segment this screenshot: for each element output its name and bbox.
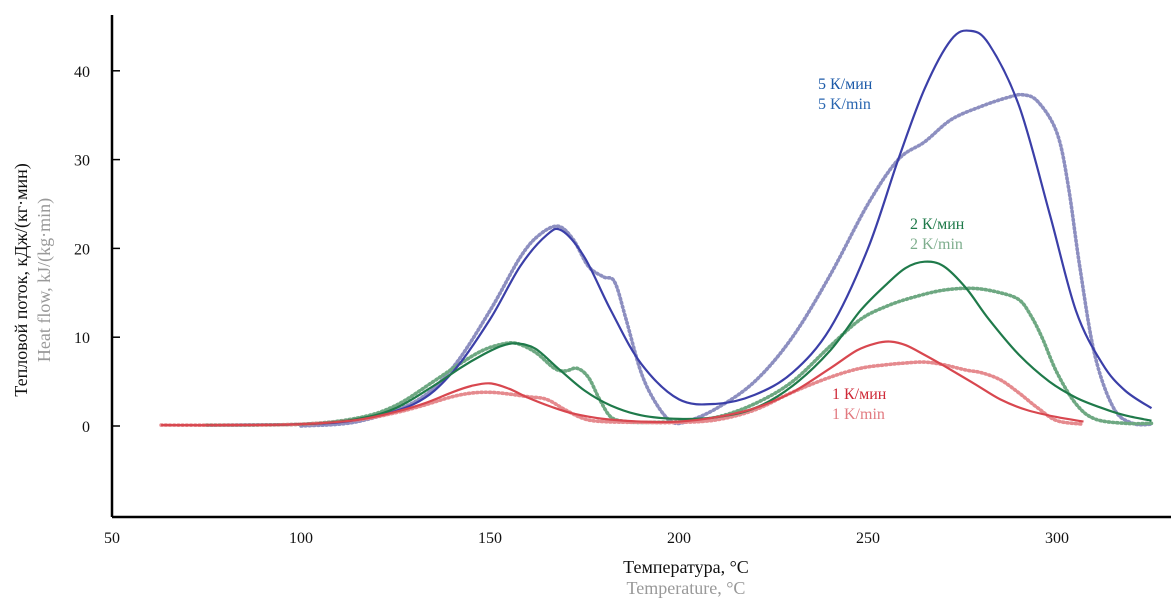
curves	[159, 29, 1154, 428]
axes	[110, 15, 1171, 519]
y-tick-label: 0	[82, 419, 90, 436]
y-axis-title-en: Heat flow, kJ/(kg·min)	[34, 198, 55, 362]
x-axis-title-ru: Температура, °C	[623, 557, 749, 577]
y-tick-label: 30	[74, 153, 90, 170]
x-tick-label: 200	[667, 530, 691, 547]
y-tick-label: 10	[74, 330, 90, 347]
y-axis-title-ru: Тепловой поток, кДж/(кг·мин)	[11, 163, 32, 396]
series-label-2-en: 2 K/min	[910, 236, 963, 253]
series-label-5-ru: 5 К/мин	[818, 76, 873, 93]
x-tick-label: 250	[856, 530, 880, 547]
series-label-2-ru: 2 К/мин	[910, 216, 965, 233]
x-axis-title-en: Temperature, °C	[627, 578, 746, 598]
y-tick-label: 40	[74, 64, 90, 81]
ticks: 50 100 150 200 250 300 0 10 20 30 40	[74, 64, 1069, 547]
x-tick-label: 50	[104, 530, 120, 547]
series-label-1-en: 1 K/min	[832, 406, 885, 423]
series-label-1-ru: 1 К/мин	[832, 386, 887, 403]
y-tick-label: 20	[74, 241, 90, 258]
x-tick-label: 300	[1045, 530, 1069, 547]
series-label-5-en: 5 K/min	[818, 96, 871, 113]
curve-rate1-exp	[159, 360, 1086, 427]
curve-rate1-model	[161, 340, 1084, 427]
x-tick-label: 100	[289, 530, 313, 547]
x-tick-label: 150	[478, 530, 502, 547]
curve-rate5-exp	[299, 92, 1154, 428]
curve-rate5-model	[206, 29, 1153, 427]
